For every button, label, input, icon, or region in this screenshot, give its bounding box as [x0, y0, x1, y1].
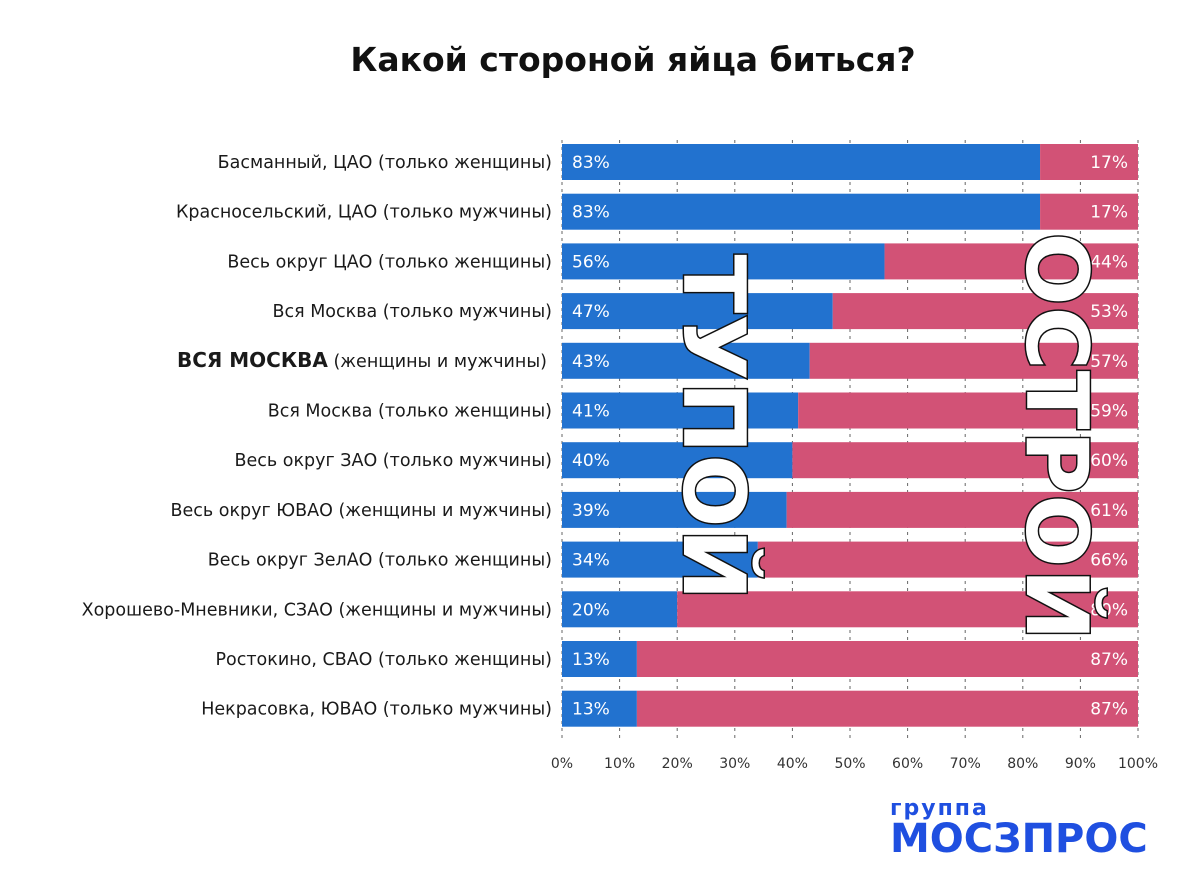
value-label-tupoy: 47%: [572, 302, 610, 322]
bar-ostroy: [809, 342, 1138, 379]
category-label: Вся Москва (только мужчины): [272, 302, 552, 322]
bar-ostroy: [786, 491, 1138, 528]
bar-tupoy: [562, 541, 758, 578]
bars: [562, 144, 1138, 727]
x-tick-label: 20%: [662, 756, 693, 772]
overlay-words: ТУПОЙ ОСТРОЙ: [662, 231, 1109, 643]
category-label: Весь округ ЦАО (только женщины): [227, 252, 552, 272]
bar-tupoy: [562, 243, 885, 280]
overlay-word-tupoy: ТУПОЙ: [663, 254, 764, 601]
value-label-ostroy: 80%: [1090, 600, 1128, 620]
x-axis: 0% 10% 20% 30% 40% 50% 60% 70% 80% 90% 100%: [551, 756, 1158, 772]
bar-ostroy: [832, 293, 1138, 330]
x-tick-label: 90%: [1065, 756, 1096, 772]
bar-tupoy: [562, 690, 637, 727]
value-label-ostroy: 57%: [1090, 352, 1128, 372]
category-label: Красносельский, ЦАО (только мужчины): [176, 203, 552, 223]
category-label: Весь округ ЗелАО (только женщины): [208, 551, 552, 571]
bar-tupoy: [562, 641, 637, 677]
bar-tupoy: [562, 442, 793, 479]
bar-ostroy: [1040, 193, 1138, 230]
overlay-word-ostroy: ОСТРОЙ: [1006, 233, 1107, 642]
value-label-tupoy: 39%: [572, 501, 610, 521]
gridlines: [561, 140, 1139, 738]
bar-ostroy: [884, 243, 1138, 280]
value-label-ostroy: 17%: [1090, 153, 1128, 173]
bar-tupoy: [562, 392, 799, 429]
category-label: Хорошево-Мневники, СЗАО (женщины и мужчи…: [82, 600, 552, 620]
labels: 83% 17% Басманный, ЦАО (только женщины) 83%…: [82, 153, 1128, 720]
value-label-ostroy: 61%: [1090, 501, 1128, 521]
value-label-ostroy: 60%: [1090, 451, 1128, 471]
bar-ostroy: [636, 690, 1138, 727]
x-tick-label: 60%: [892, 756, 923, 772]
category-label: Ростокино, СВАО (только женщины): [215, 650, 552, 670]
bar-ostroy: [1040, 144, 1138, 180]
category-label: Басманный, ЦАО (только женщины): [218, 153, 552, 173]
bar-ostroy: [636, 641, 1138, 677]
logo-top-text: группа: [890, 796, 989, 821]
value-label-ostroy: 87%: [1090, 700, 1128, 720]
category-label: ВСЯ МОСКВА (женщины и мужчины): [177, 348, 547, 372]
category-label: Вся Москва (только женщины): [268, 402, 552, 422]
value-label-ostroy: 53%: [1090, 302, 1128, 322]
value-label-tupoy: 83%: [572, 153, 610, 173]
bar-ostroy: [677, 591, 1138, 628]
x-tick-label: 40%: [777, 756, 808, 772]
value-label-ostroy: 59%: [1090, 402, 1128, 422]
bar-ostroy: [798, 392, 1138, 429]
x-tick-label: 70%: [950, 756, 981, 772]
bar-tupoy: [562, 342, 810, 379]
x-tick-label: 100%: [1118, 756, 1158, 772]
value-label-tupoy: 20%: [572, 600, 610, 620]
value-label-tupoy: 41%: [572, 402, 610, 422]
value-label-tupoy: 13%: [572, 650, 610, 670]
bar-ostroy: [757, 541, 1138, 578]
x-tick-label: 10%: [604, 756, 635, 772]
x-tick-label: 30%: [719, 756, 750, 772]
value-label-tupoy: 40%: [572, 451, 610, 471]
bar-tupoy: [562, 591, 678, 628]
bar-tupoy: [562, 293, 833, 330]
x-tick-label: 80%: [1007, 756, 1038, 772]
category-label: Весь округ ЮВАО (женщины и мужчины): [170, 501, 552, 521]
bar-tupoy: [562, 491, 787, 528]
x-tick-label: 50%: [834, 756, 865, 772]
value-label-ostroy: 44%: [1090, 252, 1128, 272]
bar-ostroy: [792, 442, 1138, 479]
value-label-tupoy: 56%: [572, 252, 610, 272]
bar-tupoy: [562, 144, 1041, 180]
value-label-tupoy: 13%: [572, 700, 610, 720]
logo-bottom-text: МОСЗПРОС: [890, 816, 1148, 862]
value-label-tupoy: 83%: [572, 203, 610, 223]
value-label-ostroy: 87%: [1090, 650, 1128, 670]
category-label: Весь округ ЗАО (только мужчины): [235, 451, 553, 471]
value-label-ostroy: 17%: [1090, 203, 1128, 223]
chart-title: Какой стороной яйца биться?: [350, 40, 916, 79]
x-tick-label: 0%: [551, 756, 573, 772]
category-label: Некрасовка, ЮВАО (только мужчины): [201, 700, 552, 720]
value-label-tupoy: 34%: [572, 551, 610, 571]
bar-tupoy: [562, 193, 1041, 230]
value-label-tupoy: 43%: [572, 352, 610, 372]
category-label-bold: ВСЯ МОСКВА: [177, 348, 328, 372]
value-label-ostroy: 66%: [1090, 551, 1128, 571]
mosopros-logo: группа МОСЗПРОС: [890, 796, 1160, 866]
category-label-rest: (женщины и мужчины): [328, 352, 547, 372]
